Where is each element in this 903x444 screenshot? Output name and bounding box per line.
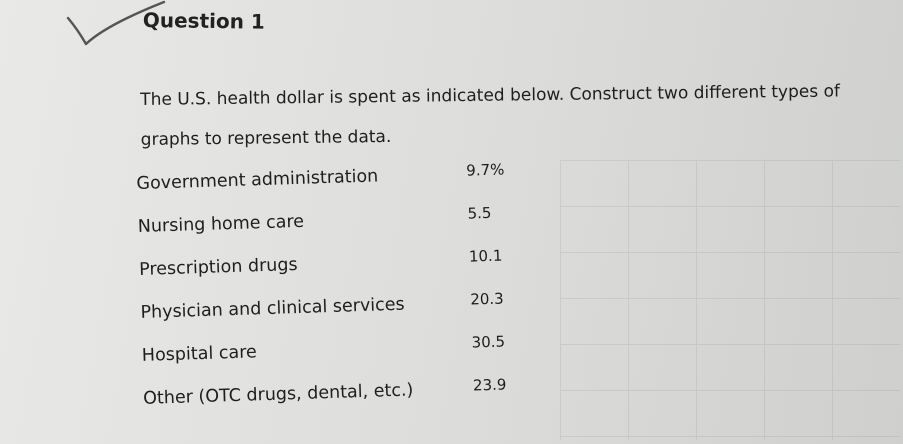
category-value: 23.9 — [472, 375, 507, 395]
category-label: Prescription drugs — [138, 254, 298, 280]
category-label: Nursing home care — [137, 211, 305, 237]
category-label: Hospital care — [141, 342, 258, 366]
category-value: 20.3 — [470, 289, 504, 309]
spending-table: Government administration 9.7% Nursing h… — [136, 155, 544, 425]
pencil-check-mark-icon — [66, 0, 166, 46]
category-label: Government administration — [136, 166, 379, 194]
question-prompt: The U.S. health dollar is spent as indic… — [140, 81, 841, 150]
question-title: Question 1 — [142, 8, 265, 34]
category-value: 5.5 — [467, 203, 492, 223]
page-grid-bleed-through — [560, 160, 900, 440]
category-value: 10.1 — [468, 246, 503, 266]
category-label: Other (OTC drugs, dental, etc.) — [142, 380, 414, 409]
category-value: 9.7% — [465, 160, 505, 180]
category-value: 30.5 — [471, 332, 506, 352]
category-label: Physician and clinical services — [140, 294, 405, 323]
